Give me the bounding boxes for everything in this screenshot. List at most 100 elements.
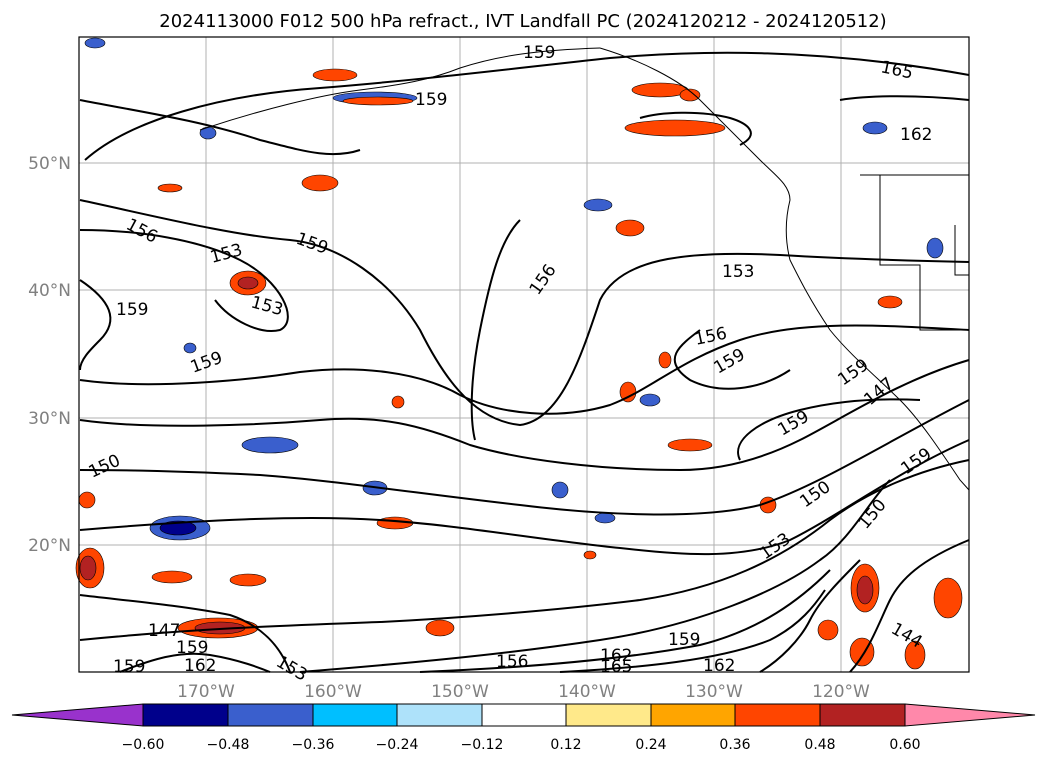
colorbar-tick-label: 0.48 (804, 737, 835, 753)
colorbar-segment (565, 703, 652, 727)
contour-line (419, 569, 831, 673)
lon-label: 160°W (304, 682, 362, 702)
colorbar-tick-labels: −0.60 −0.48 −0.36 −0.24 −0.12 0.12 0.24 … (122, 737, 921, 753)
colorbar-tick-label: −0.60 (122, 737, 165, 753)
anomaly-patch (615, 219, 645, 237)
anomaly-patch (551, 481, 569, 499)
anomaly-patch (84, 37, 106, 49)
lon-label: 120°W (812, 682, 870, 702)
contour-line (673, 329, 791, 390)
anomaly-patch (78, 491, 96, 509)
contour-line (79, 594, 291, 673)
anomaly-patch (679, 88, 701, 102)
contour-label: 162 (184, 656, 216, 676)
contour-line (849, 539, 970, 673)
anomaly-patch (237, 276, 259, 290)
colorbar-segment (650, 703, 736, 727)
colorbar-segment (142, 703, 229, 727)
colorbar-segment (312, 703, 398, 727)
contour-line (79, 459, 970, 641)
colorbar-segment (481, 703, 567, 727)
anomaly-patch (79, 555, 97, 581)
contour-line (79, 279, 112, 371)
contour-line (559, 589, 826, 673)
colorbar-tick-label: 0.36 (719, 737, 750, 753)
anomaly-patch (301, 174, 339, 192)
colorbar-tick-label: 0.60 (889, 737, 920, 753)
refractivity-contours (79, 51, 970, 673)
contour-line (759, 559, 861, 673)
lon-label: 130°W (685, 682, 743, 702)
contour-line (84, 51, 970, 161)
gridlines (79, 37, 969, 672)
anomaly-patch (159, 520, 197, 536)
anomaly-patch (594, 512, 616, 524)
anomaly-patch (631, 82, 689, 98)
contour-label: 162 (600, 646, 632, 666)
anomaly-patch (856, 575, 874, 605)
anomaly-patch (342, 96, 414, 106)
contour-label: 153 (722, 262, 754, 282)
contour-label: 159 (116, 300, 148, 320)
colorbar-tick-label: 0.24 (635, 737, 666, 753)
anomaly-patch (312, 68, 358, 82)
contour-label: 162 (703, 656, 735, 676)
colorbar-segment (227, 703, 314, 727)
longitude-labels: 170°W 160°W 150°W 140°W 130°W 120°W (177, 682, 870, 702)
lat-label: 50°N (28, 154, 71, 174)
map-title: 2024113000 F012 500 hPa refract., IVT La… (159, 11, 886, 32)
anomaly-patch (157, 183, 183, 193)
colorbar-segment (396, 703, 483, 727)
colorbar-segment (819, 703, 906, 727)
colorbar-segment (734, 703, 821, 727)
contour-line (79, 199, 970, 427)
contour-line (79, 229, 289, 332)
map-frame (78, 36, 970, 673)
anomaly-patch (624, 119, 726, 137)
contour-line (470, 219, 521, 441)
contour-line (79, 99, 361, 156)
colorbar-tick-label: 0.12 (550, 737, 581, 753)
anomaly-patch (583, 550, 597, 560)
contour-label: 156 (496, 652, 528, 672)
colorbar-tick-label: −0.24 (376, 737, 419, 753)
contour-line (79, 324, 970, 415)
contour-label: 159 (415, 90, 447, 110)
anomaly-patch (926, 237, 944, 259)
lon-label: 150°W (431, 682, 489, 702)
lon-label: 140°W (558, 682, 616, 702)
anomaly-patch (151, 570, 193, 584)
colorbar-tick-label: −0.36 (292, 737, 335, 753)
anomaly-patch (583, 198, 613, 212)
colorbar-extend-low (11, 703, 144, 727)
contour-line (79, 399, 970, 516)
anomaly-patch (904, 640, 926, 670)
state-borders (879, 175, 969, 331)
anomaly-patch (639, 393, 661, 407)
anomaly-patch (391, 395, 405, 409)
contour-label: 162 (900, 125, 932, 145)
anomaly-patch (658, 351, 672, 369)
colorbar: −0.60 −0.48 −0.36 −0.24 −0.12 0.12 0.24 … (11, 703, 1036, 753)
contour-line (839, 95, 970, 101)
lat-label: 40°N (28, 281, 71, 301)
contour-label: 147 (148, 621, 180, 641)
north-america-coast (599, 47, 970, 491)
contour-line (79, 359, 970, 472)
coastlines (199, 47, 970, 491)
contour-label: 159 (113, 657, 145, 677)
lat-label: 20°N (28, 536, 71, 556)
lat-label: 30°N (28, 409, 71, 429)
anomaly-patch (877, 295, 903, 309)
anomaly-patch (667, 438, 713, 452)
contour-line (119, 652, 271, 673)
alaska-coast (199, 47, 601, 131)
contour-line (639, 111, 752, 146)
contour-line (79, 439, 970, 556)
lon-label: 170°W (177, 682, 235, 702)
colorbar-tick-label: −0.12 (461, 737, 504, 753)
map-background (79, 37, 969, 672)
anomaly-patch (229, 573, 267, 587)
contour-label: 159 (523, 43, 555, 63)
